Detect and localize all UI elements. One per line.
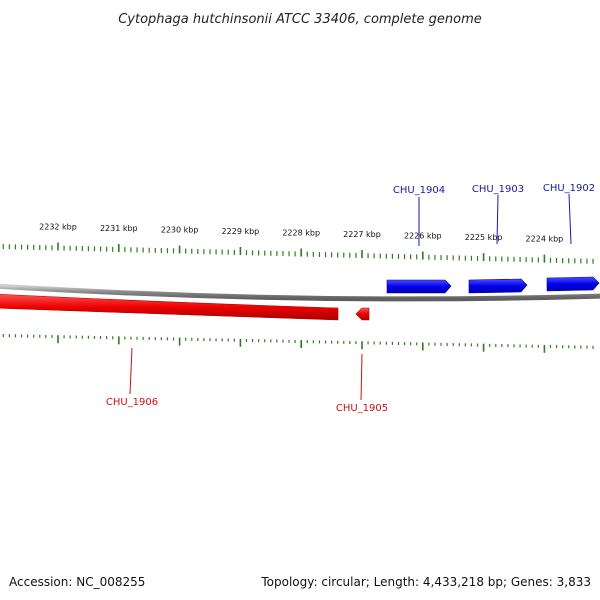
gene-feature-chu-1904[interactable]	[386, 279, 452, 294]
tick-label-2230-kbp: 2230 kbp	[161, 225, 199, 234]
tick-label-2226-kbp: 2226 kbp	[404, 232, 442, 241]
tick-label-2232-kbp: 2232 kbp	[39, 222, 77, 231]
tick-label-group: 2232 kbp 2231 kbp 2230 kbp 2229 kbp 2228 kbp…	[39, 222, 563, 243]
inner-tick-ring	[2, 334, 594, 353]
tick-label-2231-kbp: 2231 kbp	[100, 224, 138, 233]
genome-summary-text: Topology: circular; Length: 4,433,218 bp…	[260, 575, 591, 589]
leader-line-chu-1906	[129, 347, 133, 395]
genome-backbone	[0, 283, 600, 302]
gene-label-chu-1903[interactable]: CHU_1903	[472, 184, 524, 195]
tick-label-2229-kbp: 2229 kbp	[222, 227, 260, 236]
leader-line-chu-1905	[360, 353, 363, 401]
gene-label-chu-1906[interactable]: CHU_1906	[106, 397, 158, 408]
tick-label-2227-kbp: 2227 kbp	[343, 230, 381, 239]
gene-label-chu-1905[interactable]: CHU_1905	[336, 403, 388, 414]
gene-feature-chu-1902[interactable]	[546, 276, 600, 292]
gene-feature-chu-1905[interactable]	[355, 307, 370, 321]
accession-text: Accession: NC_008255	[9, 575, 145, 589]
gene-label-chu-1904[interactable]: CHU_1904	[393, 185, 445, 196]
map-title: Cytophaga hutchinsonii ATCC 33406, compl…	[118, 12, 482, 27]
gene-label-chu-1902[interactable]: CHU_1902	[543, 183, 595, 194]
gene-feature-chu-1906[interactable]	[0, 293, 339, 321]
gene-feature-chu-1903[interactable]	[468, 278, 528, 294]
tick-label-2225-kbp: 2225 kbp	[465, 233, 503, 242]
leader-line-chu-1903	[496, 194, 499, 245]
tick-label-2228-kbp: 2228 kbp	[282, 229, 320, 238]
outer-tick-ring	[2, 242, 594, 264]
tick-label-2224-kbp: 2224 kbp	[526, 235, 564, 244]
leader-line-chu-1902	[568, 193, 572, 245]
